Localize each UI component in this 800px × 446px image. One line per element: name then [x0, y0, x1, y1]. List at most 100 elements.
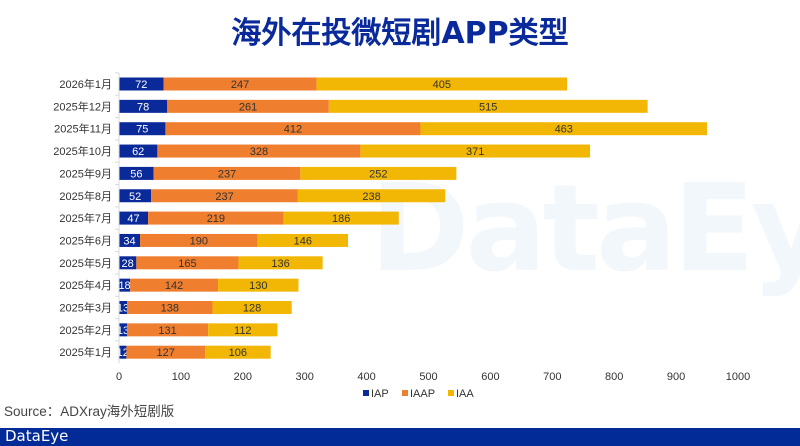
data-label: 412: [284, 124, 302, 136]
data-label: 136: [271, 258, 289, 270]
bar-iaa: [212, 301, 292, 314]
data-label: 328: [250, 146, 268, 158]
category-label: 2025年10月: [53, 144, 112, 158]
data-label: 463: [555, 124, 573, 136]
bar-iaap: [127, 301, 213, 314]
category-label: 2026年1月: [59, 77, 112, 91]
data-label: 28: [122, 258, 134, 270]
data-label: 238: [362, 191, 380, 203]
x-tick-label: 0: [116, 371, 122, 383]
data-label: 186: [332, 213, 350, 225]
dataeye-logo: DataEye: [5, 427, 69, 445]
bar-iaap: [136, 256, 239, 270]
bar-iap: [119, 233, 141, 247]
bar-iaap: [157, 144, 361, 158]
legend-label-iaap: IAAP: [410, 388, 435, 400]
bar-iap: [119, 144, 158, 158]
data-label: 261: [239, 101, 257, 113]
data-label: 130: [249, 280, 267, 292]
bar-iaa: [238, 256, 323, 270]
bar-iap: [119, 77, 164, 91]
source-note: Source：ADXray海外短剧版: [4, 404, 175, 419]
legend-swatch-iap: [363, 390, 369, 396]
x-tick-label: 300: [296, 371, 314, 383]
data-label: 515: [479, 101, 497, 113]
bar-iap: [119, 323, 128, 337]
data-label: 75: [136, 124, 148, 136]
legend-swatch-iaa: [448, 390, 454, 396]
bar-iaa: [360, 144, 591, 158]
chart-title: 海外在投微短剧APP类型: [231, 16, 569, 51]
bar-iaa: [283, 211, 399, 225]
data-label: 18: [118, 280, 130, 292]
data-label: 138: [161, 303, 179, 315]
data-label: 237: [215, 191, 233, 203]
bar-iap: [119, 211, 149, 225]
data-label: 165: [178, 258, 196, 270]
bar-iaa: [420, 122, 708, 136]
data-label: 47: [127, 213, 139, 225]
data-label: 247: [231, 79, 249, 91]
bar-iaa: [300, 166, 457, 180]
data-label: 78: [137, 101, 149, 113]
x-tick-label: 500: [419, 371, 437, 383]
data-label: 13: [117, 303, 129, 315]
data-label: 237: [218, 168, 236, 180]
category-label: 2025年2月: [59, 323, 112, 337]
x-tick-label: 700: [543, 371, 561, 383]
bar-iaap: [167, 99, 329, 113]
category-label: 2025年7月: [59, 211, 112, 225]
data-label: 252: [369, 168, 387, 180]
bar-iaap: [130, 278, 219, 292]
x-tick-label: 400: [357, 371, 375, 383]
bar-iap: [119, 122, 166, 136]
bar-iaap: [140, 233, 258, 247]
data-label: 56: [130, 168, 142, 180]
data-label: 13: [117, 325, 129, 337]
data-label: 34: [123, 235, 135, 247]
category-label: 2025年11月: [54, 122, 112, 136]
bar-iaap: [127, 323, 209, 337]
category-label: 2025年5月: [59, 256, 112, 270]
bar-iap: [119, 301, 128, 314]
bar-iaa: [257, 233, 349, 247]
category-label: 2025年4月: [59, 278, 112, 292]
data-label: 405: [433, 79, 451, 91]
data-label: 146: [294, 235, 312, 247]
bar-iaa: [208, 323, 278, 337]
bar-iaap: [126, 345, 206, 359]
bar-iap: [119, 166, 154, 180]
x-tick-label: 600: [481, 371, 499, 383]
bar-iaa: [316, 77, 568, 91]
data-label: 62: [132, 146, 144, 158]
bar-iap: [119, 256, 137, 270]
stacked-bar-chart: 72 247 405 78 261 515 75 412 463 62 328 371 56 237 252…: [53, 72, 750, 400]
bar-iap: [119, 99, 168, 113]
category-label: 2025年1月: [59, 345, 112, 359]
category-label: 2025年6月: [59, 233, 112, 247]
bar-iap: [119, 345, 127, 359]
x-tick-label: 1000: [726, 371, 750, 383]
x-tick-label: 900: [667, 371, 685, 383]
bar-iaa: [297, 189, 446, 203]
data-label: 371: [466, 146, 484, 158]
data-label: 112: [234, 325, 252, 337]
bar-iaa: [205, 345, 271, 359]
data-label: 190: [190, 235, 208, 247]
data-label: 127: [157, 347, 175, 359]
bar-iaa: [218, 278, 299, 292]
bar-iaa: [328, 99, 648, 113]
bar-iap: [119, 278, 131, 292]
data-label: 131: [158, 325, 176, 337]
x-tick-label: 800: [605, 371, 623, 383]
category-label: 2025年8月: [59, 189, 112, 203]
data-label: 219: [207, 213, 225, 225]
legend-label-iaa: IAA: [456, 388, 474, 400]
data-label: 142: [165, 280, 183, 292]
bar-iaap: [148, 211, 284, 225]
category-label: 2025年9月: [59, 166, 112, 180]
bar-iap: [119, 189, 152, 203]
bar-iaap: [163, 77, 317, 91]
data-label: 52: [129, 191, 141, 203]
footer-bar: DataEye: [0, 427, 800, 446]
